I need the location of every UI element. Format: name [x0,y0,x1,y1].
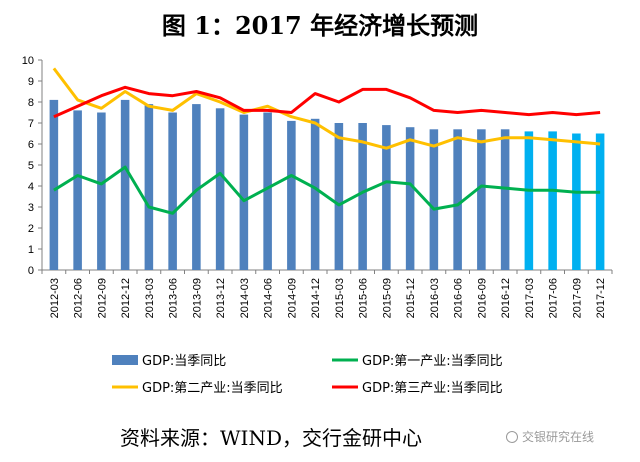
x-tick-label: 2014-09 [286,278,298,318]
y-tick-label: 1 [28,244,34,256]
x-tick-label: 2015-12 [405,278,417,318]
bar [358,123,367,270]
x-tick-label: 2015-03 [334,278,346,318]
chart-axes: 0 1 2 3 4 5 6 7 8 9 10 2012-03 2012-06 2012-09 2012-12… [22,55,613,318]
bar [477,129,486,270]
legend-label: GDP:第三产业:当季同比 [362,381,503,396]
source-note: 资料来源：WIND，交行金研中心 [120,426,422,450]
y-tick-label: 6 [28,139,34,151]
y-tick-label: 4 [28,181,34,193]
x-tick-label: 2014-12 [310,278,322,318]
bar [453,129,462,270]
series-line [53,165,601,215]
x-tick-label: 2013-09 [191,278,203,318]
bar [548,131,557,270]
bar [215,108,225,270]
bar [144,104,154,270]
legend-swatch [112,355,138,365]
gdp-growth-chart: 0 1 2 3 4 5 6 7 8 9 10 2012-03 2012-06 2012-09 2012-12… [22,55,613,396]
bar [73,110,82,271]
bar [168,112,177,270]
bar [287,120,296,271]
x-tick-label: 2012-03 [49,278,61,318]
x-tick-label: 2012-06 [73,278,85,318]
bar [49,99,59,271]
bar [239,114,249,270]
bar-series [49,99,605,271]
x-tick-label: 2015-09 [381,278,393,318]
x-tick-label: 2015-06 [358,278,370,318]
y-tick-label: 0 [28,265,34,277]
y-tick-label: 8 [28,97,34,109]
y-tick-label: 5 [28,160,34,172]
watermark: 交银研究在线 [506,428,594,445]
bar [572,133,581,270]
x-tick-label: 2016-09 [476,278,488,318]
y-tick-label: 10 [22,55,34,67]
bar [97,112,106,270]
x-tick-label: 2012-12 [120,278,132,318]
y-tick-label: 3 [28,202,34,214]
x-tick-label: 2016-03 [429,278,441,318]
x-tick-label: 2016-12 [500,278,512,318]
x-tick-label: 2012-09 [96,278,108,318]
line-series [52,67,601,215]
legend-label: GDP:第二产业:当季同比 [142,381,283,396]
x-tick-label: 2017-12 [595,278,607,318]
x-tick-label: 2017-06 [548,278,560,318]
bar [334,123,344,270]
bar [500,129,510,270]
bar [263,112,272,270]
watermark-text: 交银研究在线 [522,430,595,444]
bar [310,118,320,270]
page-title: 图 1：2017 年经济增长预测 [161,11,479,40]
series-line [52,67,601,150]
x-tick-label: 2017-09 [571,278,583,318]
chart-legend: GDP:当季同比 GDP:第一产业:当季同比 GDP:第二产业:当季同比 GDP:第三… [112,354,503,396]
bar [120,99,130,271]
bar [429,129,439,270]
y-tick-label: 9 [28,76,34,88]
x-tick-label: 2016-06 [453,278,465,318]
x-tick-label: 2017-03 [524,278,536,318]
x-tick-label: 2013-03 [144,278,156,318]
bar [382,125,391,270]
bar [595,133,605,270]
series-line [53,85,601,119]
wechat-icon [506,430,518,443]
bar [524,131,534,270]
y-tick-label: 7 [28,118,34,130]
y-tick-label: 2 [28,223,34,235]
legend-label: GDP:第一产业:当季同比 [362,354,503,369]
x-tick-label: 2013-06 [168,278,180,318]
x-tick-label: 2014-06 [263,278,275,318]
x-tick-label: 2014-03 [239,278,251,318]
x-tick-label: 2013-12 [215,278,227,318]
bar [192,104,201,270]
legend-label: GDP:当季同比 [142,354,226,369]
bar [405,127,415,270]
